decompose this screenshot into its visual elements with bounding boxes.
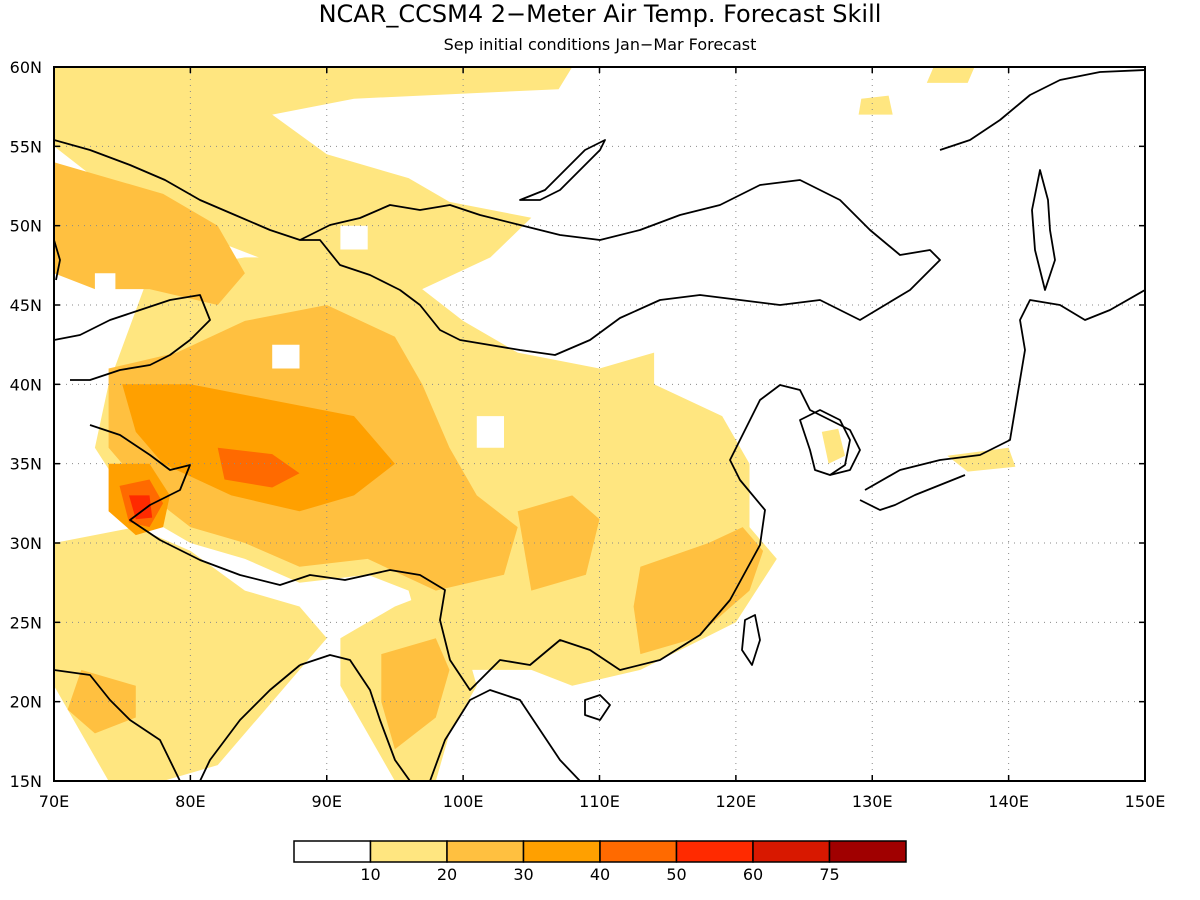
lat-tick-label: 30N (10, 534, 42, 553)
lon-tick-label: 90E (312, 792, 342, 811)
lon-tick-label: 100E (443, 792, 484, 811)
lon-tick-label: 120E (716, 792, 757, 811)
skill-shading (54, 67, 1016, 781)
no-data-patches (94, 225, 504, 448)
skill-region-level-1 (821, 428, 845, 464)
lat-tick-label: 60N (10, 58, 42, 77)
korea-coast (799, 409, 851, 476)
colorbar-label: 50 (666, 865, 686, 884)
colorbar-swatch (369, 840, 448, 863)
lon-tick-label: 130E (852, 792, 893, 811)
colorbar-swatch (522, 840, 601, 863)
baikal-shore (519, 139, 606, 201)
colorbar-label: 60 (743, 865, 763, 884)
coastlines-and-borders (54, 69, 1145, 781)
skill-region-level-4 (217, 447, 300, 488)
colorbar-swatch (675, 840, 754, 863)
lat-tick-label: 55N (10, 137, 42, 156)
colorbar-label: 75 (819, 865, 839, 884)
lat-tick-label: 35N (10, 455, 42, 474)
lon-tick-label: 140E (988, 792, 1029, 811)
figure-subtitle: Sep initial conditions Jan−Mar Forecast (444, 35, 757, 54)
kyushu-shikoku-coast (859, 474, 966, 511)
lon-tick-label: 150E (1125, 792, 1166, 811)
graticule (54, 67, 1145, 781)
okhotsk-coast (939, 69, 1145, 151)
lat-tick-label: 20N (10, 693, 42, 712)
central-asia-border (54, 294, 211, 381)
skill-region-level-2 (54, 162, 245, 305)
lat-tick-label: 40N (10, 375, 42, 394)
skill-region-level-2 (381, 638, 450, 750)
no-data-patch (272, 344, 300, 369)
himalaya-border (89, 384, 861, 691)
axis-ticks (53, 66, 1146, 782)
lat-tick-label: 45N (10, 296, 42, 315)
china-mongolia-border (54, 139, 941, 356)
lon-tick-label: 70E (39, 792, 69, 811)
colorbar-label: 10 (360, 865, 380, 884)
lat-tick-label: 25N (10, 613, 42, 632)
colorbar: 10 20 30 40 50 60 75 (293, 840, 907, 884)
colorbar-swatch (599, 840, 678, 863)
hainan-coast (584, 694, 611, 721)
no-data-patch (94, 273, 116, 305)
figure-title: NCAR_CCSM4 2−Meter Air Temp. Forecast Sk… (319, 0, 882, 28)
india-coast (54, 664, 301, 781)
no-data-patch (476, 416, 504, 448)
skill-region-level-2 (67, 669, 136, 734)
sakhalin-coast (1031, 169, 1056, 291)
taiwan-coast (741, 614, 761, 666)
colorbar-label: 40 (590, 865, 610, 884)
skill-region-level-1 (926, 67, 975, 83)
latitude-labels: 15N 20N 25N 30N 35N 40N 45N 50N 55N 60N (10, 58, 42, 791)
colorbar-label: 20 (437, 865, 457, 884)
colorbar-swatch (293, 840, 372, 863)
lat-tick-label: 15N (10, 772, 42, 791)
colorbar-swatch (752, 840, 831, 863)
skill-region-level-1 (54, 67, 573, 290)
skill-region-level-5 (129, 495, 153, 520)
no-data-patch (340, 225, 368, 250)
southeast-asia-coast (299, 654, 581, 781)
caspian-coast (54, 239, 61, 281)
lon-tick-label: 110E (579, 792, 620, 811)
lat-tick-label: 50N (10, 217, 42, 236)
skill-region-level-3 (122, 384, 395, 512)
japan-coast (864, 289, 1145, 491)
lon-tick-label: 80E (175, 792, 205, 811)
skill-region-level-2 (633, 527, 764, 655)
longitude-labels: 70E 80E 90E 100E 110E 120E 130E 140E 150E (39, 792, 1166, 811)
skill-region-level-1 (858, 95, 893, 115)
colorbar-swatch (828, 840, 907, 863)
colorbar-swatch (446, 840, 525, 863)
skill-region-level-1 (947, 447, 1016, 472)
colorbar-label: 30 (513, 865, 533, 884)
